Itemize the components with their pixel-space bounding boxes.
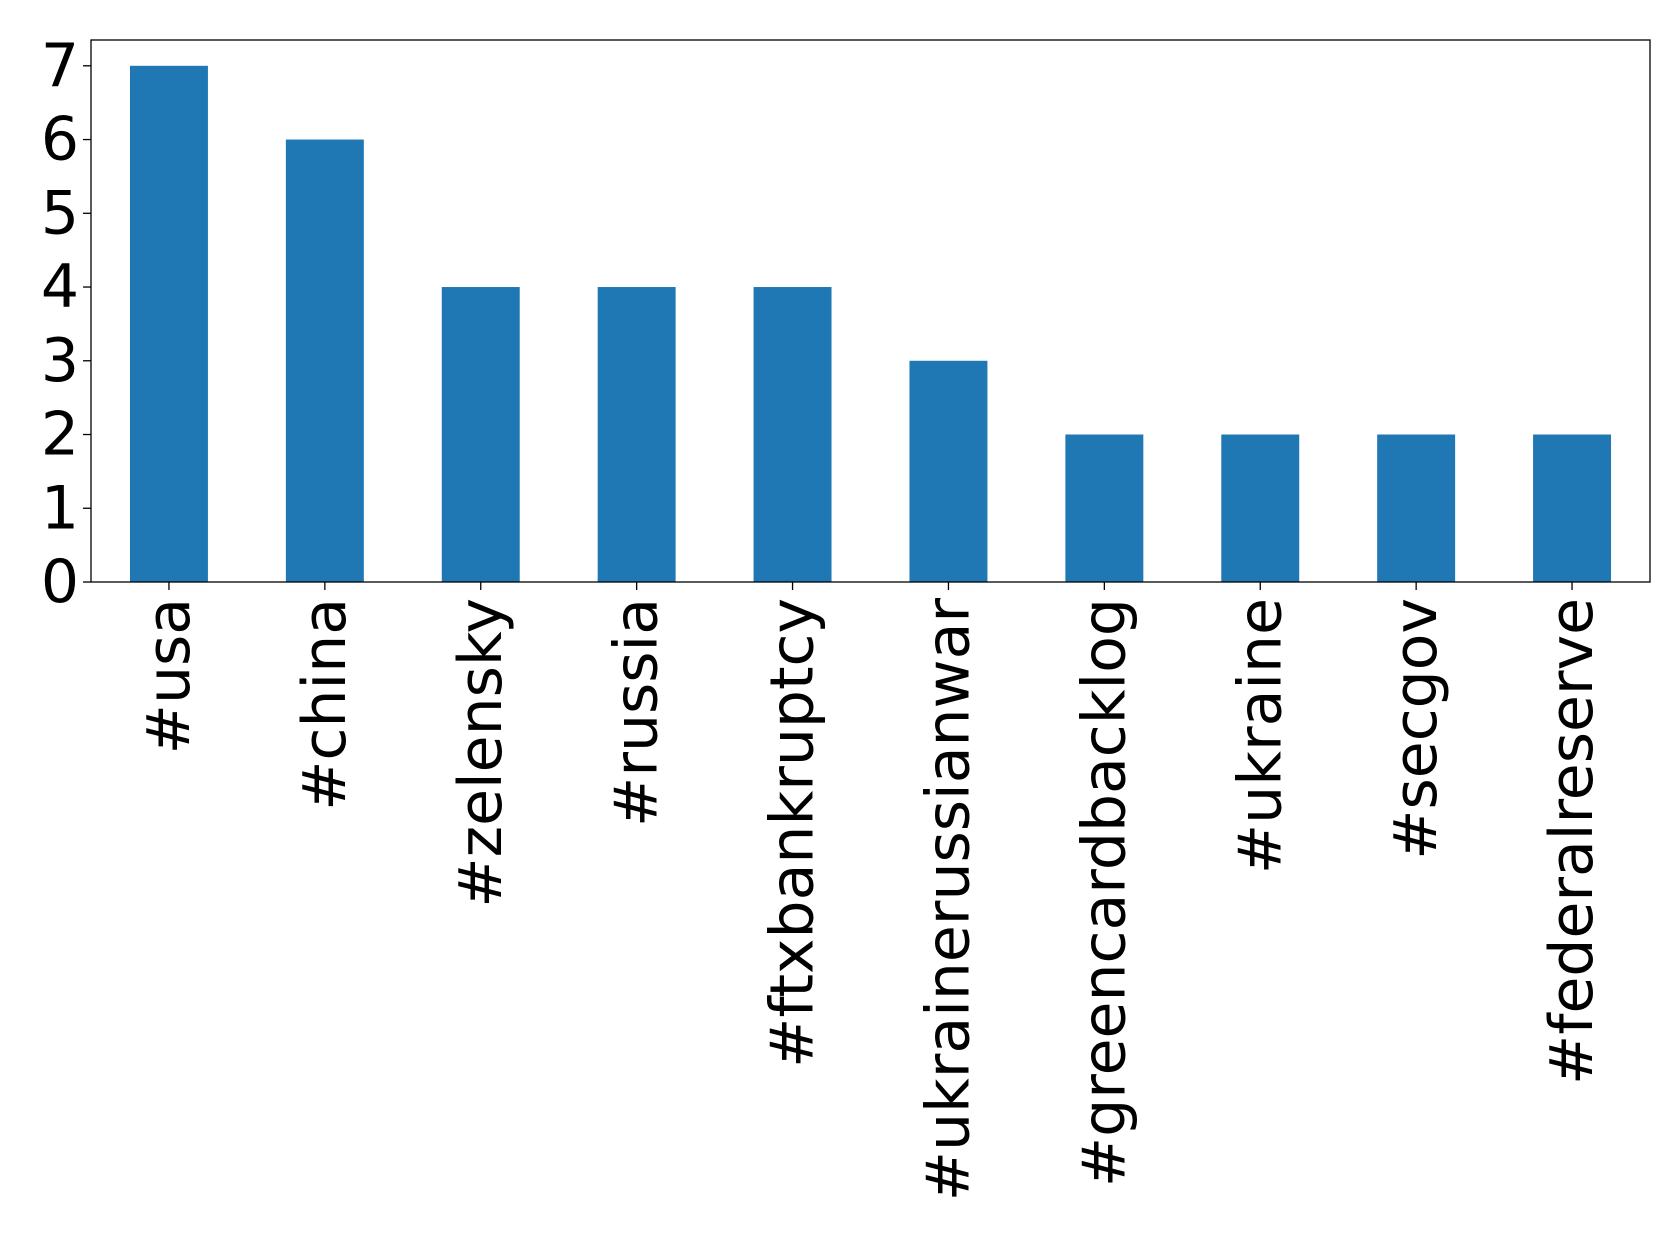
- bar-secgov: [1377, 434, 1456, 582]
- x-tick-label: #secgov: [1381, 598, 1451, 860]
- y-tick-label: 7: [41, 31, 79, 101]
- y-tick-label: 0: [41, 547, 79, 617]
- y-tick-label: 6: [41, 105, 79, 175]
- y-tick-label: 3: [41, 326, 79, 396]
- bar-federalreserve: [1533, 434, 1612, 582]
- y-tick-label: 4: [41, 252, 79, 322]
- y-tick-label: 5: [41, 178, 79, 248]
- x-tick-label: #ukraine: [1225, 598, 1295, 874]
- x-tick-label: #ukrainerussianwar: [913, 598, 983, 1202]
- x-tick-label: #russia: [602, 598, 672, 827]
- x-axis: #usa #china #zelensky #russia #ftxbankruptcy…: [134, 582, 1607, 1201]
- x-tick-label: #ftxbankruptcy: [758, 598, 828, 1068]
- bars-group: [129, 65, 1612, 583]
- bar-usa: [129, 65, 208, 583]
- bar-russia: [597, 287, 676, 582]
- y-tick-label: 2: [41, 400, 79, 470]
- x-tick-label: #greencardbacklog: [1069, 598, 1139, 1187]
- bar-ukrainerussianwar: [909, 360, 988, 582]
- bar-zelensky: [441, 287, 520, 582]
- y-tick-label: 1: [41, 473, 79, 543]
- bar-china: [285, 139, 364, 582]
- x-tick-label: #usa: [134, 598, 204, 754]
- bar-ukraine: [1221, 434, 1300, 582]
- x-tick-label: #zelensky: [446, 598, 516, 908]
- plot-frame: [90, 39, 1651, 583]
- x-tick-label: #federalreserve: [1537, 598, 1607, 1085]
- bar-greencardbacklog: [1065, 434, 1144, 582]
- bar-ftxbankruptcy: [753, 287, 832, 582]
- x-tick-label: #china: [290, 598, 360, 811]
